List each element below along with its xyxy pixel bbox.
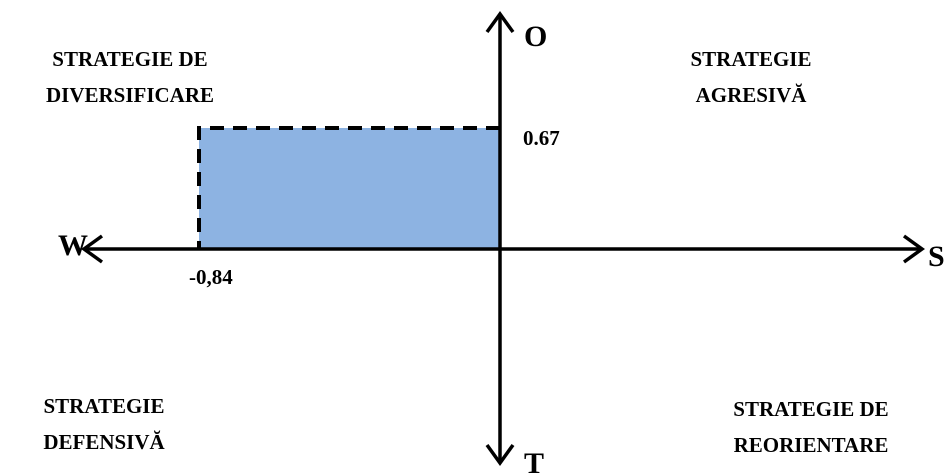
axis-label-left: W: [58, 229, 88, 262]
quadrant-top-left-line-1: STRATEGIE DE: [52, 47, 207, 71]
quadrant-bottom-left-line-2: DEFENSIVĂ: [43, 430, 165, 454]
axis-label-right: S: [928, 240, 945, 273]
bottom-arrowhead: [485, 443, 515, 466]
quadrant-top-right-line-1: STRATEGIE: [691, 47, 812, 71]
top-arrowhead: [485, 11, 515, 34]
axis-label-top: O: [524, 20, 547, 53]
left-arrowhead: [81, 234, 104, 264]
position-rectangle: [199, 128, 501, 249]
x-value-label: -0,84: [189, 265, 233, 289]
axis-label-bottom: T: [524, 447, 544, 473]
position-dashed-outline: [197, 126, 500, 249]
quadrant-bottom-right-line-1: STRATEGIE DE: [733, 397, 888, 421]
quadrant-bottom-right-line-2: REORIENTARE: [734, 433, 889, 457]
quadrant-top-left-line-2: DIVERSIFICARE: [46, 83, 214, 107]
right-arrowhead: [902, 234, 925, 264]
quadrant-bottom-left-line-1: STRATEGIE: [44, 394, 165, 418]
y-value-label: 0.67: [523, 126, 560, 150]
quadrant-top-right-line-2: AGRESIVĂ: [696, 83, 808, 107]
